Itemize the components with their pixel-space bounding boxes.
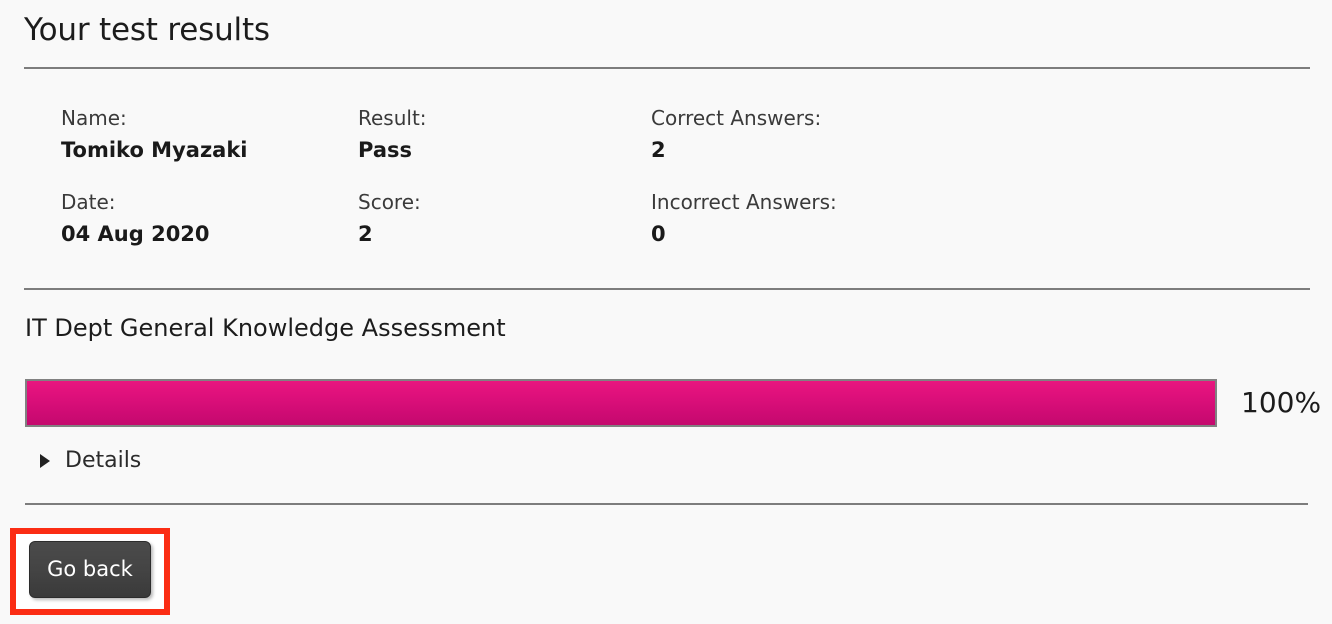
field-name: Name: Tomiko Myazaki: [61, 105, 248, 164]
field-label: Score:: [358, 190, 421, 214]
progress-fill: [27, 381, 1215, 425]
assessment-title: IT Dept General Knowledge Assessment: [25, 314, 506, 342]
field-label: Correct Answers:: [651, 106, 822, 130]
details-label[interactable]: Details: [65, 448, 142, 473]
field-incorrect-answers: Incorrect Answers: 0: [651, 189, 837, 248]
field-label: Incorrect Answers:: [651, 190, 837, 214]
field-value: Tomiko Myazaki: [61, 138, 248, 162]
summary-row: Date: 04 Aug 2020 Score: 2 Incorrect Ans…: [0, 189, 1332, 273]
field-score: Score: 2: [358, 189, 421, 248]
field-label: Name:: [61, 106, 127, 130]
details-disclosure[interactable]: Details: [40, 446, 141, 476]
progress-percent-label: 100%: [1241, 386, 1322, 419]
field-label: Date:: [61, 190, 116, 214]
field-value: Pass: [358, 138, 412, 162]
progress-bar-group: 100%: [25, 379, 1321, 427]
page-title: Your test results: [24, 12, 270, 48]
progress-track: [25, 379, 1217, 427]
results-summary: Name: Tomiko Myazaki Result: Pass Correc…: [0, 105, 1332, 273]
summary-row: Name: Tomiko Myazaki Result: Pass Correc…: [0, 105, 1332, 189]
triangle-right-icon[interactable]: [40, 454, 50, 468]
divider-top: [24, 67, 1310, 69]
field-correct-answers: Correct Answers: 2: [651, 105, 821, 164]
divider-bottom: [25, 503, 1308, 505]
divider-middle: [24, 288, 1310, 290]
field-date: Date: 04 Aug 2020: [61, 189, 210, 248]
field-value: 2: [651, 138, 666, 162]
field-value: 2: [358, 222, 373, 246]
field-value: 0: [651, 222, 666, 246]
field-result: Result: Pass: [358, 105, 427, 164]
field-label: Result:: [358, 106, 427, 130]
go-back-button[interactable]: Go back: [29, 541, 151, 598]
field-value: 04 Aug 2020: [61, 222, 210, 246]
